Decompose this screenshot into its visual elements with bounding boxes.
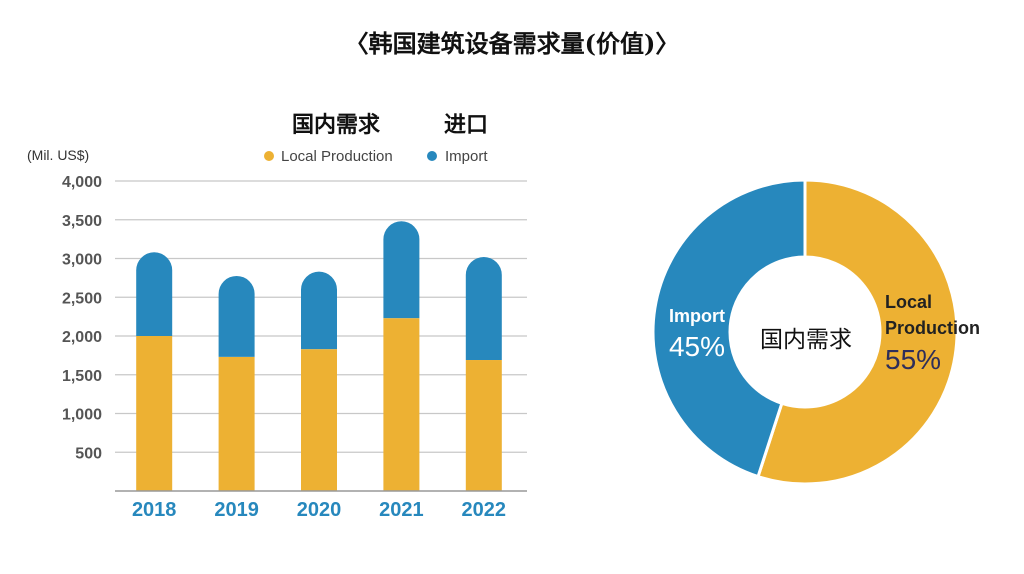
y-tick-label: 4,000 — [62, 174, 102, 191]
y-tick-label: 1,000 — [62, 407, 102, 424]
x-tick-label: 2020 — [297, 499, 342, 521]
bar-local-2019 — [218, 356, 255, 491]
bar-local-2021 — [383, 318, 420, 491]
donut-chart — [651, 178, 959, 486]
bar-import-2019 — [218, 275, 255, 357]
bars — [136, 221, 502, 491]
donut-label-local: Local Production 55% — [885, 292, 980, 375]
bar-import-2018 — [136, 252, 173, 336]
local-slice-name-line2: Production — [885, 318, 980, 338]
donut-slice-import — [651, 178, 807, 479]
donut-center-label: 国内需求 — [760, 327, 852, 353]
local-slice-pct: 55% — [885, 344, 941, 375]
y-axis-ticks: 500 1,000 1,500 2,000 2,500 3,000 3,500 4,000 — [62, 174, 102, 462]
y-tick-label: 3,000 — [62, 252, 102, 269]
y-tick-label: 3,500 — [62, 213, 102, 230]
local-slice-name-line1: Local — [885, 292, 932, 312]
donut-slice-local-production — [756, 178, 959, 486]
x-tick-label: 2021 — [379, 499, 424, 521]
legend-local-swatch — [264, 151, 274, 161]
legend-local-cn: 国内需求 — [292, 113, 380, 138]
legend-import-cn: 进口 — [444, 113, 488, 138]
x-tick-label: 2018 — [132, 499, 177, 521]
bar-local-2020 — [301, 349, 337, 491]
bar-local-2022 — [465, 360, 502, 491]
y-axis-unit: (Mil. US$) — [27, 147, 89, 163]
bar-import-2022 — [465, 256, 502, 361]
y-tick-label: 2,500 — [62, 290, 102, 307]
bar-import-2021 — [383, 221, 420, 319]
x-tick-label: 2022 — [462, 499, 507, 521]
legend-import-swatch — [427, 151, 437, 161]
y-tick-label: 500 — [75, 445, 102, 462]
x-axis-ticks: 2018 2019 2020 2021 2022 — [132, 499, 506, 521]
x-tick-label: 2019 — [214, 499, 259, 521]
bar-local-2018 — [136, 336, 173, 491]
y-tick-label: 2,000 — [62, 329, 102, 346]
donut-label-import: Import 45% — [669, 306, 725, 362]
import-slice-pct: 45% — [669, 331, 725, 362]
legend-import-label: Import — [445, 148, 488, 165]
chart-title: 〈韩国建筑设备需求量(价值)〉 — [344, 29, 680, 58]
bar-import-2020 — [301, 271, 337, 350]
bar-legend: 国内需求 进口 Local Production Import — [264, 113, 488, 165]
import-slice-name: Import — [669, 306, 725, 326]
y-tick-label: 1,500 — [62, 368, 102, 385]
legend-local-label: Local Production — [281, 148, 393, 165]
